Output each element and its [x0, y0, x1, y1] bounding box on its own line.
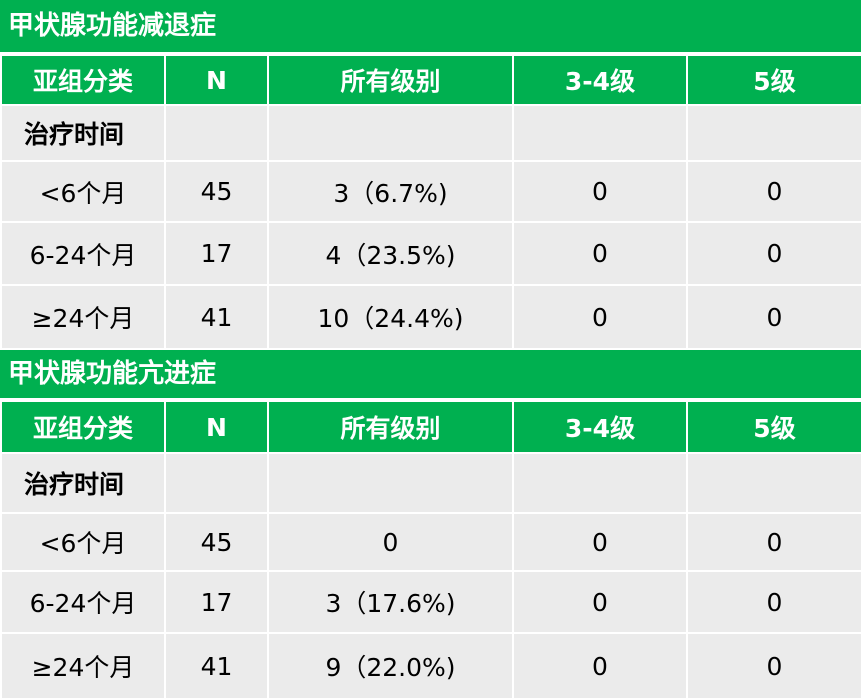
- cell-group: 6-24个月: [0, 221, 166, 286]
- section-title: 甲状腺功能亢进症: [0, 350, 861, 400]
- empty-cell: [164, 104, 269, 162]
- cell-grade-5: 0: [686, 570, 861, 634]
- cell-grade-5: 0: [686, 284, 861, 350]
- empty-cell: [267, 452, 514, 514]
- header-all-grades: 所有级别: [267, 400, 514, 454]
- cell-all-grades: 3（6.7%): [267, 160, 514, 223]
- header-grade-3-4: 3-4级: [512, 400, 688, 454]
- header-grade-5: 5级: [686, 400, 861, 454]
- table-row: ≥24个月 41 10（24.4%) 0 0: [0, 284, 861, 350]
- empty-cell: [512, 104, 688, 162]
- subheading-treatment-time: 治疗时间: [0, 104, 166, 162]
- table-row: 6-24个月 17 3（17.6%) 0 0: [0, 570, 861, 634]
- section-hyperthyroidism: 甲状腺功能亢进症 亚组分类 N 所有级别 3-4级 5级 治疗时间 <6个月 4…: [0, 350, 861, 700]
- cell-n: 41: [164, 284, 269, 350]
- empty-cell: [686, 452, 861, 514]
- table-row: <6个月 45 0 0 0: [0, 512, 861, 572]
- cell-n: 41: [164, 632, 269, 700]
- empty-cell: [164, 452, 269, 514]
- cell-n: 17: [164, 221, 269, 286]
- cell-group: 6-24个月: [0, 570, 166, 634]
- cell-grade-3-4: 0: [512, 570, 688, 634]
- cell-all-grades: 3（17.6%): [267, 570, 514, 634]
- header-n: N: [164, 54, 269, 106]
- cell-grade-3-4: 0: [512, 632, 688, 700]
- cell-group: <6个月: [0, 160, 166, 223]
- header-row: 亚组分类 N 所有级别 3-4级 5级: [0, 400, 861, 454]
- cell-grade-5: 0: [686, 160, 861, 223]
- header-n: N: [164, 400, 269, 454]
- cell-all-grades: 9（22.0%): [267, 632, 514, 700]
- subheading-treatment-time: 治疗时间: [0, 452, 166, 514]
- header-all-grades: 所有级别: [267, 54, 514, 106]
- empty-cell: [686, 104, 861, 162]
- section-hypothyroidism: 甲状腺功能减退症 亚组分类 N 所有级别 3-4级 5级 治疗时间 <6个月 4…: [0, 0, 861, 350]
- cell-grade-5: 0: [686, 512, 861, 572]
- cell-n: 17: [164, 570, 269, 634]
- empty-cell: [512, 452, 688, 514]
- cell-grade-5: 0: [686, 632, 861, 700]
- subheading-row: 治疗时间: [0, 104, 861, 162]
- section-title: 甲状腺功能减退症: [0, 0, 861, 54]
- subgroup-table: 亚组分类 N 所有级别 3-4级 5级 治疗时间 <6个月 45 0 0 0: [0, 400, 861, 700]
- subheading-row: 治疗时间: [0, 452, 861, 514]
- cell-n: 45: [164, 160, 269, 223]
- cell-group: ≥24个月: [0, 632, 166, 700]
- subgroup-table: 亚组分类 N 所有级别 3-4级 5级 治疗时间 <6个月 45 3（6.7%)…: [0, 54, 861, 350]
- cell-all-grades: 0: [267, 512, 514, 572]
- cell-grade-5: 0: [686, 221, 861, 286]
- cell-grade-3-4: 0: [512, 512, 688, 572]
- table-row: <6个月 45 3（6.7%) 0 0: [0, 160, 861, 223]
- cell-grade-3-4: 0: [512, 284, 688, 350]
- header-grade-3-4: 3-4级: [512, 54, 688, 106]
- cell-grade-3-4: 0: [512, 221, 688, 286]
- cell-n: 45: [164, 512, 269, 572]
- cell-group: <6个月: [0, 512, 166, 572]
- header-subgroup: 亚组分类: [0, 400, 166, 454]
- header-row: 亚组分类 N 所有级别 3-4级 5级: [0, 54, 861, 106]
- table-row: 6-24个月 17 4（23.5%) 0 0: [0, 221, 861, 286]
- header-grade-5: 5级: [686, 54, 861, 106]
- cell-all-grades: 4（23.5%): [267, 221, 514, 286]
- table-row: ≥24个月 41 9（22.0%) 0 0: [0, 632, 861, 700]
- cell-grade-3-4: 0: [512, 160, 688, 223]
- cell-group: ≥24个月: [0, 284, 166, 350]
- cell-all-grades: 10（24.4%): [267, 284, 514, 350]
- header-subgroup: 亚组分类: [0, 54, 166, 106]
- empty-cell: [267, 104, 514, 162]
